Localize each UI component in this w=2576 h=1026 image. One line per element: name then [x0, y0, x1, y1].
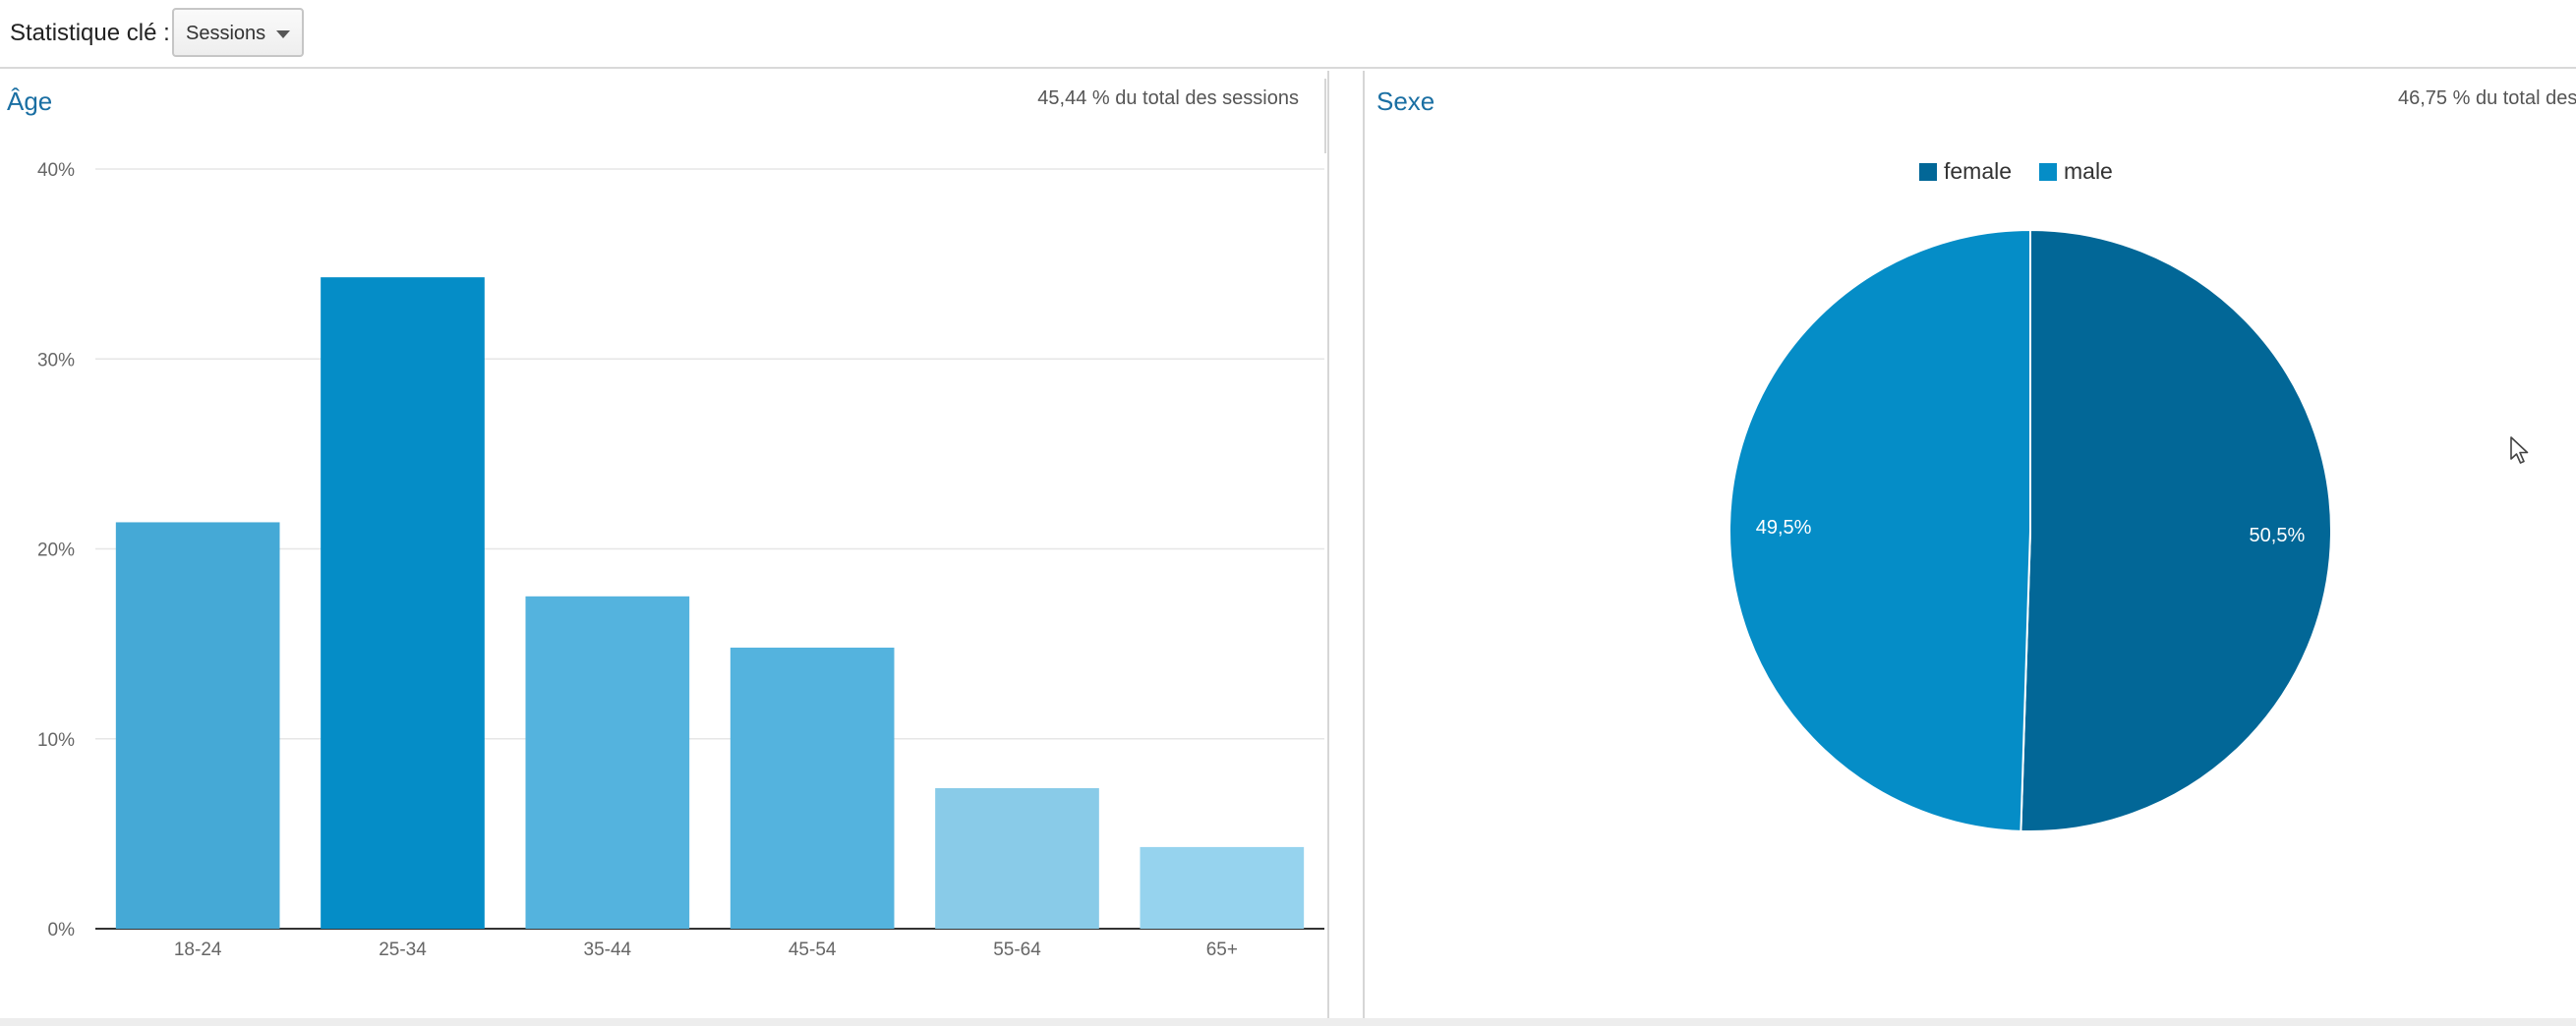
gender-pie-chart-canvas: 50,5% 49,5%	[1728, 228, 2332, 832]
legend-item-female[interactable]: female	[1919, 158, 2012, 185]
metric-dropdown-value: Sessions	[186, 23, 266, 44]
pie-label-female: 50,5%	[2250, 525, 2306, 546]
pie-slice-female[interactable]	[2020, 228, 2332, 832]
toolbar: Statistique clé : Sessions	[0, 0, 2576, 69]
gender-panel-pct: 46,75 % du total des sessions	[2398, 87, 2576, 109]
bar-35-44[interactable]	[525, 596, 690, 929]
pct-separator	[1324, 79, 1326, 153]
legend-swatch-male	[2039, 163, 2057, 181]
y-tick-label: 30%	[37, 350, 75, 370]
metric-label: Statistique clé :	[10, 20, 170, 46]
mouse-cursor-icon	[2510, 436, 2529, 464]
bar-18-24[interactable]	[115, 522, 280, 929]
bottom-band	[0, 1018, 2576, 1026]
pie-slice-male[interactable]	[1728, 228, 2031, 832]
y-tick-label: 0%	[48, 920, 76, 940]
panel-divider-left	[1327, 71, 1329, 1018]
legend-swatch-female	[1919, 163, 1937, 181]
bar-55-64[interactable]	[935, 787, 1099, 929]
age-panel-pct: 45,44 % du total des sessions	[1037, 87, 1299, 109]
age-bar-chart: 0% 10% 20% 30% 40% 18-24 25-34 35-44 45-54 55-64…	[37, 160, 1324, 960]
x-tick-label: 18-24	[174, 940, 222, 960]
age-panel-title: Âge	[7, 86, 53, 116]
bar-25-34[interactable]	[321, 277, 485, 930]
x-tick-label: 35-44	[584, 940, 632, 960]
legend-item-male[interactable]: male	[2039, 158, 2113, 185]
x-tick-label: 55-64	[993, 940, 1041, 960]
y-tick-label: 10%	[37, 730, 75, 751]
legend-label-male: male	[2064, 158, 2113, 184]
gender-panel-title: Sexe	[1376, 86, 1435, 116]
x-tick-label: 25-34	[379, 940, 427, 960]
pie-label-male: 49,5%	[1756, 517, 1812, 539]
chevron-down-icon	[276, 30, 290, 38]
x-tick-label: 65+	[1206, 940, 1238, 960]
bar-65+[interactable]	[1140, 846, 1305, 929]
legend-label-female: female	[1944, 158, 2013, 184]
bar-45-54[interactable]	[730, 647, 895, 929]
metric-dropdown[interactable]: Sessions	[172, 8, 304, 57]
y-tick-label: 40%	[37, 160, 75, 181]
y-tick-label: 20%	[37, 541, 75, 561]
x-tick-label: 45-54	[789, 940, 837, 960]
panel-divider-right	[1363, 71, 1365, 1018]
